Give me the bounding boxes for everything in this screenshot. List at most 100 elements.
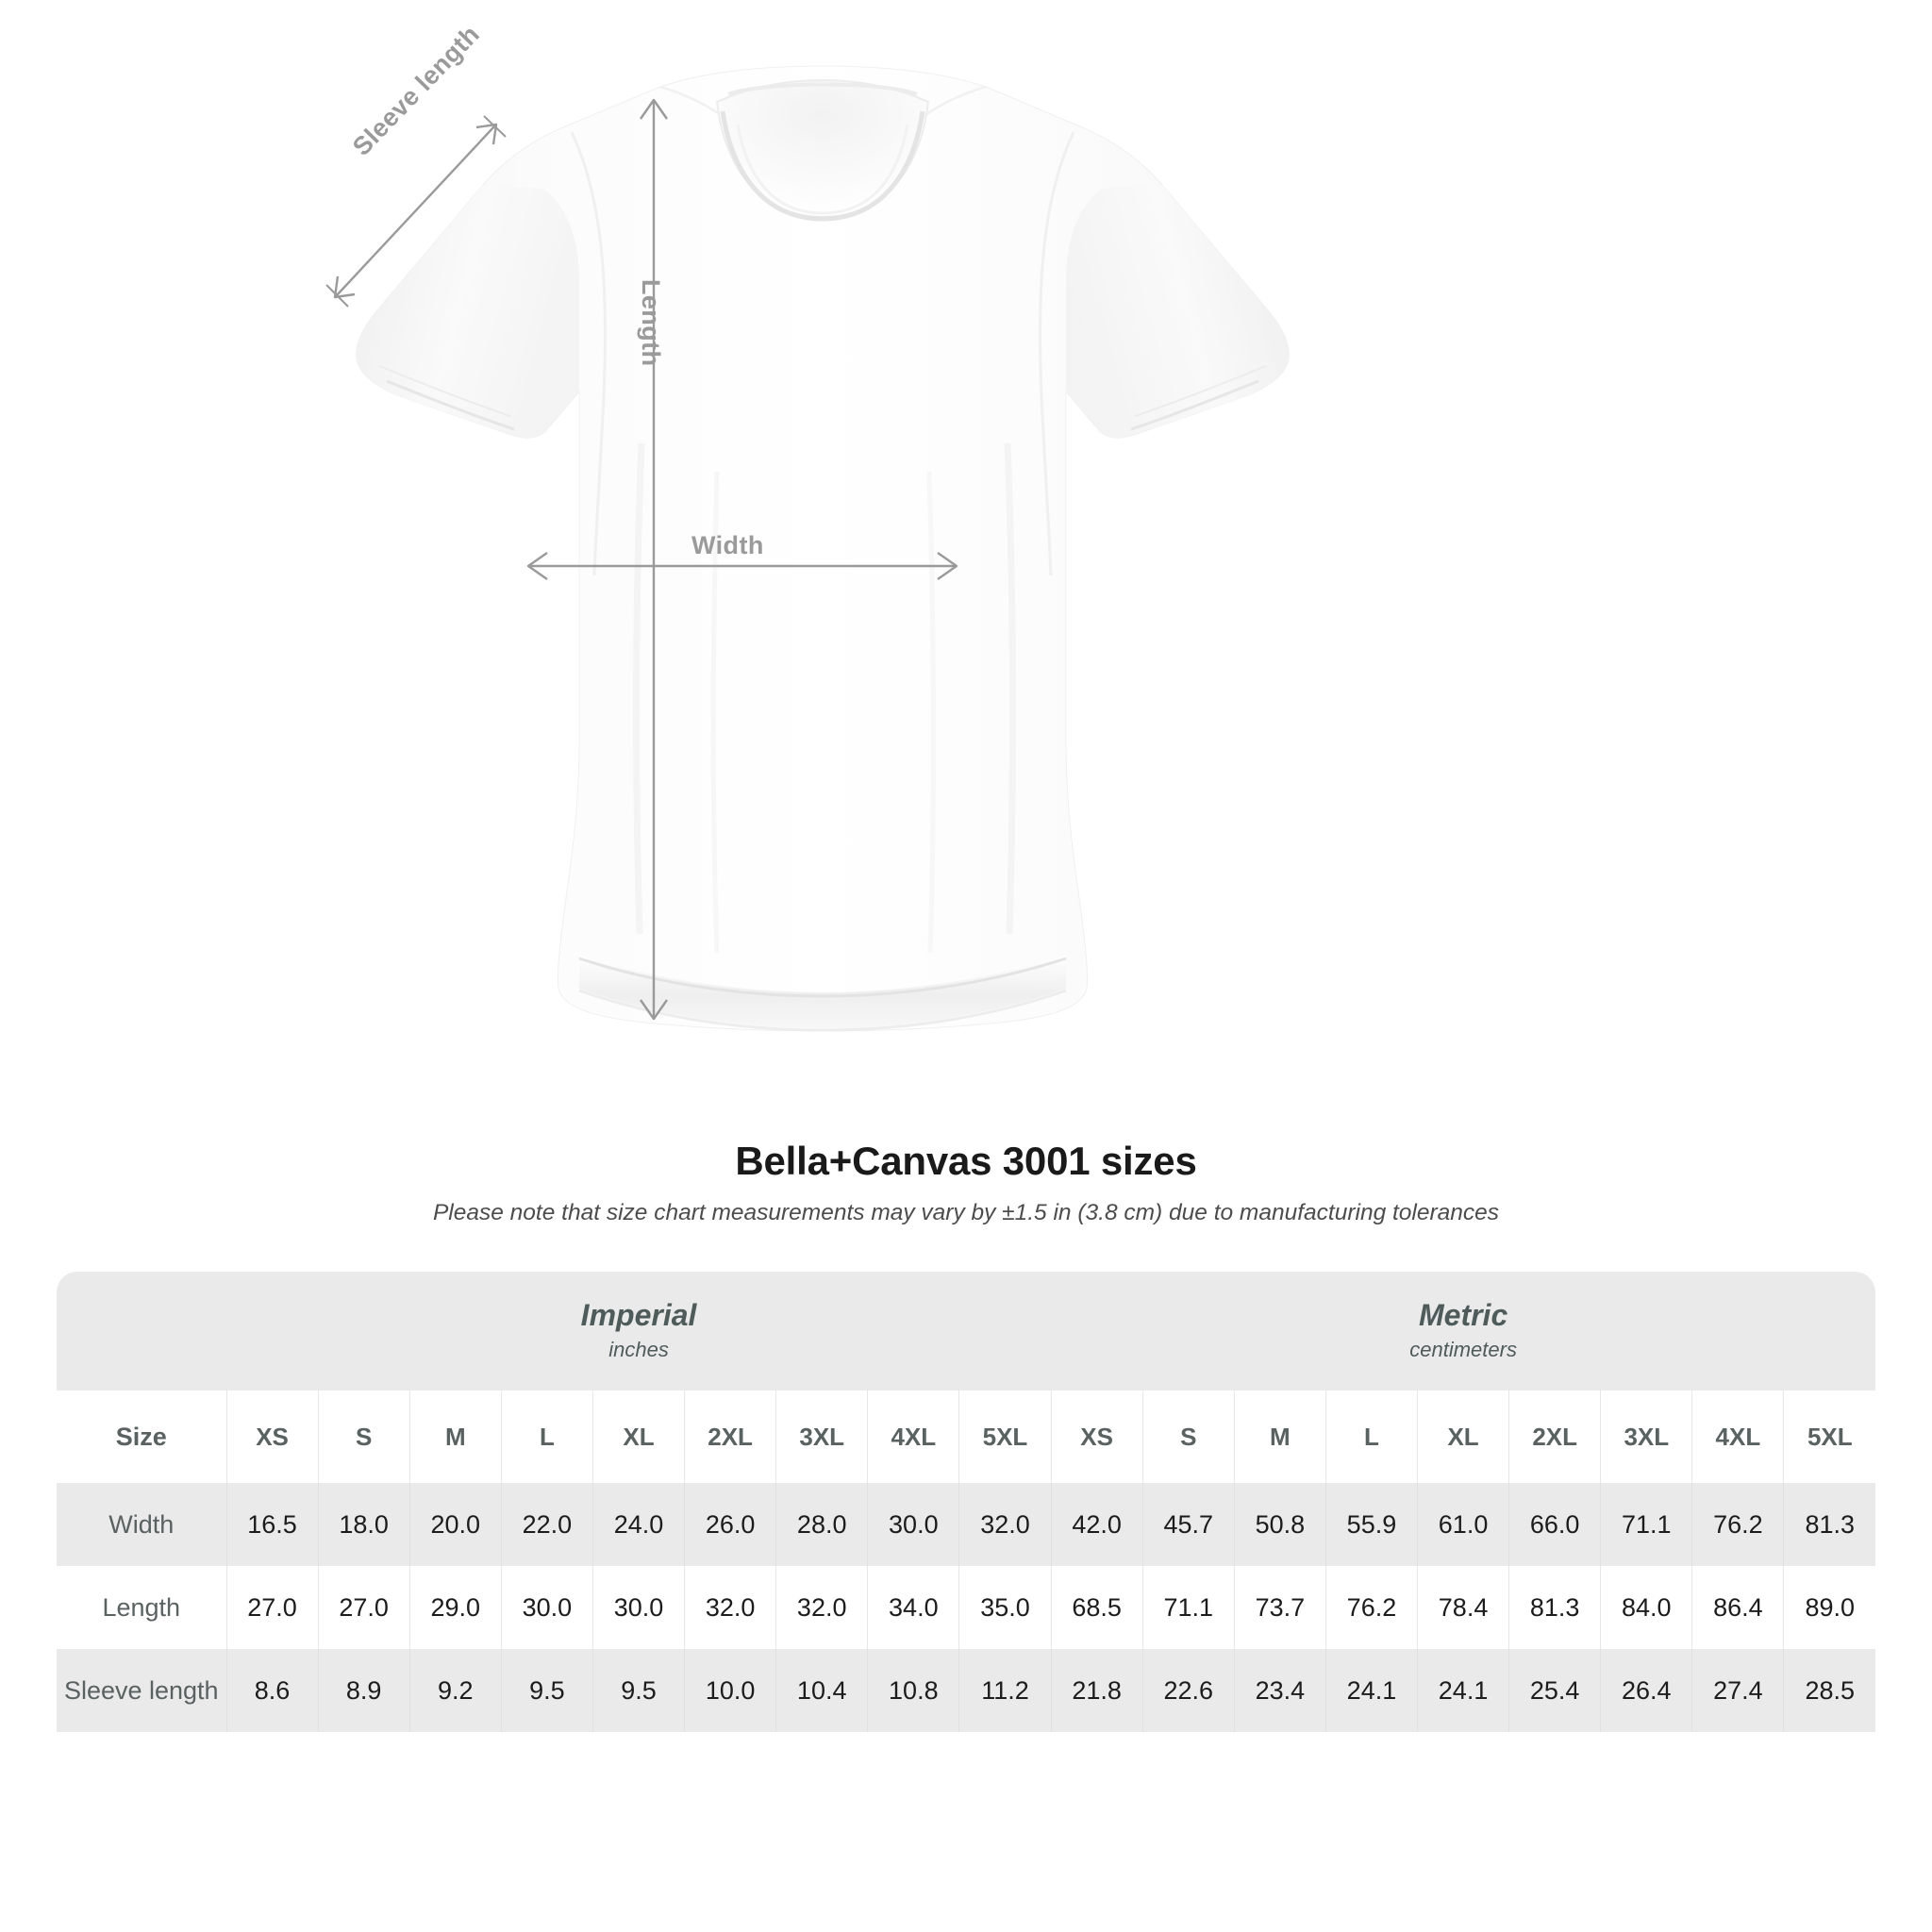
measurement-cell: 81.3 xyxy=(1508,1566,1602,1649)
page-subtitle: Please note that size chart measurements… xyxy=(432,1200,1500,1226)
measurement-cell: 71.1 xyxy=(1600,1483,1693,1566)
size-chart-table-container: Imperial inches Metric centimeters Size XS S M L… xyxy=(57,1272,1876,1732)
measurement-cell: 28.0 xyxy=(775,1483,869,1566)
unit-header-row: Imperial inches Metric centimeters xyxy=(57,1272,1876,1391)
size-header-cell: L xyxy=(1325,1391,1419,1483)
size-header-cell: 4XL xyxy=(1691,1391,1785,1483)
measurement-cell: 55.9 xyxy=(1325,1483,1419,1566)
measurement-cell: 25.4 xyxy=(1508,1649,1602,1732)
size-header-cell: S xyxy=(1142,1391,1235,1483)
size-header-cell: 4XL xyxy=(867,1391,960,1483)
unit-group-name: Imperial xyxy=(580,1298,697,1333)
measurement-cell: 9.5 xyxy=(501,1649,593,1732)
measurement-cell: 42.0 xyxy=(1051,1483,1143,1566)
measurement-cell: 23.4 xyxy=(1234,1649,1326,1732)
size-header-cell: XL xyxy=(1417,1391,1510,1483)
size-header-cell: L xyxy=(501,1391,593,1483)
size-header-cell: 5XL xyxy=(958,1391,1052,1483)
measurement-cell: 27.4 xyxy=(1691,1649,1785,1732)
measurement-cell: 32.0 xyxy=(775,1566,869,1649)
measurement-cell: 26.4 xyxy=(1600,1649,1693,1732)
sleeve-length-dimension-arrow xyxy=(325,115,507,308)
measurement-cell: 20.0 xyxy=(409,1483,502,1566)
row-label-length: Length xyxy=(57,1566,227,1649)
measurement-annotations xyxy=(325,98,958,1021)
table-row: Width 16.5 18.0 20.0 22.0 24.0 26.0 28.0 30.0 32.… xyxy=(57,1483,1876,1566)
measurement-cell: 10.8 xyxy=(867,1649,960,1732)
unit-group-name: Metric xyxy=(1418,1298,1508,1333)
measurement-cell: 18.0 xyxy=(318,1483,410,1566)
measurement-cell: 9.5 xyxy=(592,1649,686,1732)
measurement-cell: 11.2 xyxy=(958,1649,1052,1732)
measurement-cell: 16.5 xyxy=(226,1483,319,1566)
size-header-row: Size XS S M L XL 2XL 3XL 4XL 5XL XS S M L XL 2XL 3XL 4XL 5… xyxy=(57,1391,1876,1483)
measurement-cell: 71.1 xyxy=(1142,1566,1235,1649)
measurement-cell: 34.0 xyxy=(867,1566,960,1649)
size-column-header: Size xyxy=(57,1391,227,1483)
length-dimension-arrow xyxy=(640,98,668,1021)
size-header-cell: M xyxy=(1234,1391,1326,1483)
measurement-cell: 27.0 xyxy=(318,1566,410,1649)
measurement-cell: 86.4 xyxy=(1691,1566,1785,1649)
measurement-cell: 9.2 xyxy=(409,1649,502,1732)
measurement-cell: 24.1 xyxy=(1417,1649,1510,1732)
size-header-cell: S xyxy=(318,1391,410,1483)
row-label-sleeve-length: Sleeve length xyxy=(57,1649,227,1732)
tshirt-illustration xyxy=(325,65,1290,1032)
measurement-cell: 32.0 xyxy=(684,1566,777,1649)
measurement-cell: 50.8 xyxy=(1234,1483,1326,1566)
table-row: Sleeve length 8.6 8.9 9.2 9.5 9.5 10.0 10.4 10.8… xyxy=(57,1649,1876,1732)
measurement-cell: 24.1 xyxy=(1325,1649,1419,1732)
measurement-cell: 22.6 xyxy=(1142,1649,1235,1732)
measurement-cell: 24.0 xyxy=(592,1483,686,1566)
measurement-cell: 10.4 xyxy=(775,1649,869,1732)
unit-group-imperial: Imperial inches xyxy=(226,1272,1052,1391)
measurement-cell: 30.0 xyxy=(501,1566,593,1649)
tshirt-diagram: Sleeve length Length Width xyxy=(325,20,1290,1032)
unit-group-metric: Metric centimeters xyxy=(1051,1272,1876,1391)
measurement-cell: 29.0 xyxy=(409,1566,502,1649)
table-row: Length 27.0 27.0 29.0 30.0 30.0 32.0 32.0 34.0 35… xyxy=(57,1566,1876,1649)
shirt-shape xyxy=(356,65,1290,1032)
size-header-cell: XL xyxy=(592,1391,686,1483)
measurement-cell: 10.0 xyxy=(684,1649,777,1732)
measurement-cell: 22.0 xyxy=(501,1483,593,1566)
measurement-cell: 8.9 xyxy=(318,1649,410,1732)
measurement-cell: 68.5 xyxy=(1051,1566,1143,1649)
size-header-cell: 5XL xyxy=(1783,1391,1876,1483)
size-chart-heading: Bella+Canvas 3001 sizes Please note that… xyxy=(0,1139,1932,1227)
measurement-cell: 32.0 xyxy=(958,1483,1052,1566)
unit-group-unit: inches xyxy=(608,1338,669,1362)
length-dimension-label: Length xyxy=(637,279,665,367)
measurement-cell: 78.4 xyxy=(1417,1566,1510,1649)
unit-header-spacer xyxy=(57,1272,226,1391)
measurement-cell: 45.7 xyxy=(1142,1483,1235,1566)
size-header-cell: XS xyxy=(1051,1391,1143,1483)
size-header-cell: 3XL xyxy=(775,1391,869,1483)
size-header-cell: 3XL xyxy=(1600,1391,1693,1483)
measurement-cell: 28.5 xyxy=(1783,1649,1876,1732)
measurement-cell: 30.0 xyxy=(592,1566,686,1649)
measurement-cell: 27.0 xyxy=(226,1566,319,1649)
size-chart-table: Imperial inches Metric centimeters Size XS S M L… xyxy=(57,1272,1876,1732)
size-header-cell: 2XL xyxy=(684,1391,777,1483)
measurement-cell: 76.2 xyxy=(1691,1483,1785,1566)
width-dimension-label: Width xyxy=(691,531,764,559)
unit-group-unit: centimeters xyxy=(1409,1338,1517,1362)
measurement-cell: 66.0 xyxy=(1508,1483,1602,1566)
measurement-cell: 61.0 xyxy=(1417,1483,1510,1566)
measurement-cell: 81.3 xyxy=(1783,1483,1876,1566)
page-title: Bella+Canvas 3001 sizes xyxy=(735,1139,1197,1183)
measurement-cell: 84.0 xyxy=(1600,1566,1693,1649)
measurement-cell: 26.0 xyxy=(684,1483,777,1566)
size-header-cell: XS xyxy=(226,1391,319,1483)
measurement-cell: 76.2 xyxy=(1325,1566,1419,1649)
measurement-cell: 30.0 xyxy=(867,1483,960,1566)
measurement-cell: 89.0 xyxy=(1783,1566,1876,1649)
measurement-cell: 21.8 xyxy=(1051,1649,1143,1732)
size-header-cell: 2XL xyxy=(1508,1391,1602,1483)
width-dimension-arrow xyxy=(526,552,958,580)
size-header-cell: M xyxy=(409,1391,502,1483)
row-label-width: Width xyxy=(57,1483,227,1566)
measurement-cell: 35.0 xyxy=(958,1566,1052,1649)
